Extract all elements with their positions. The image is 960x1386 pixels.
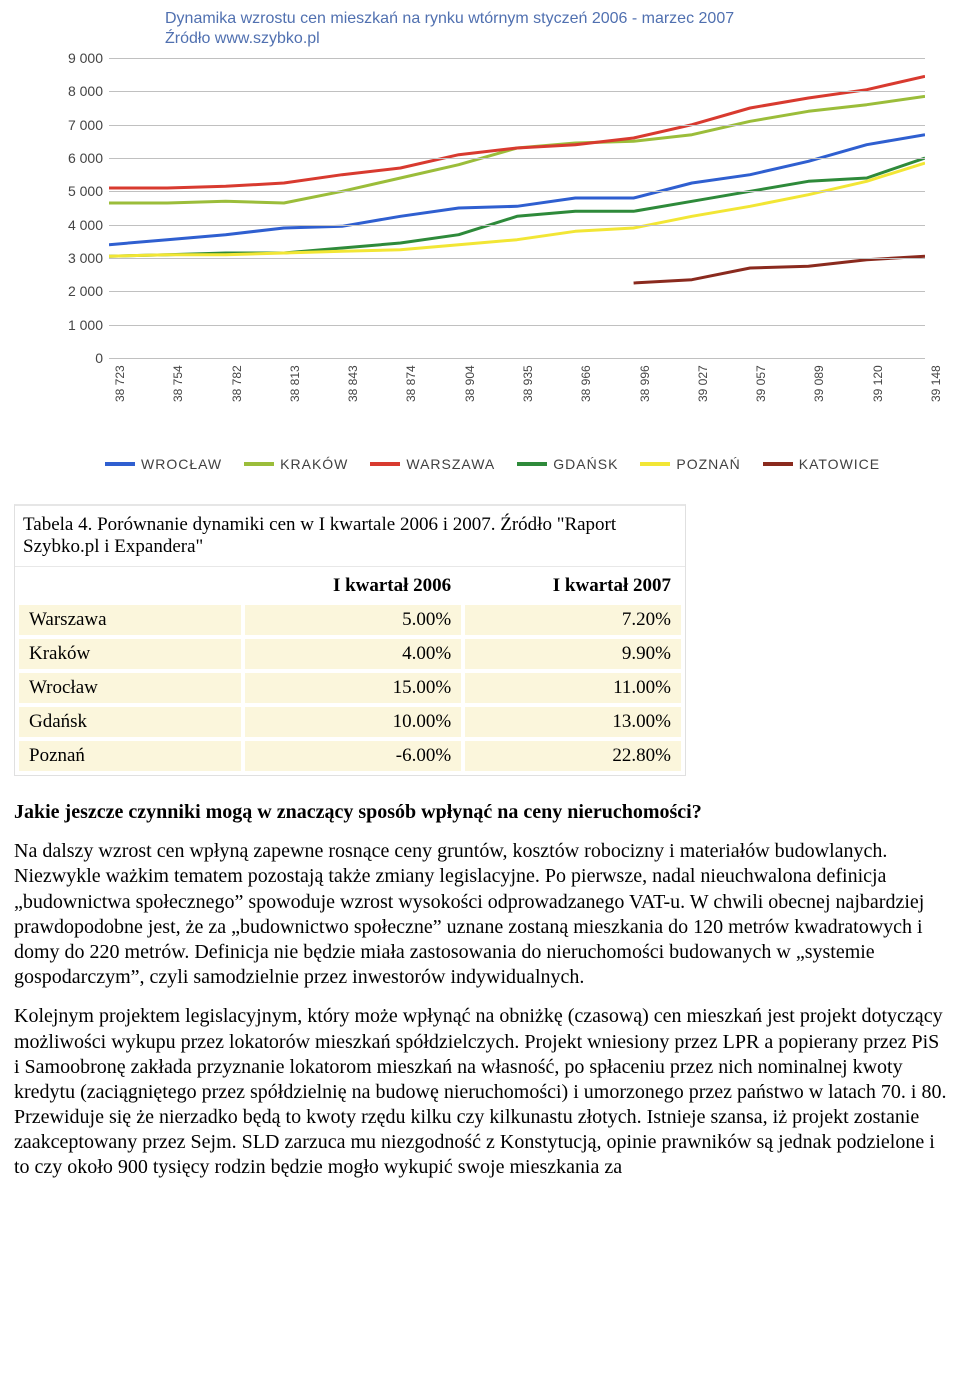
series-line — [109, 76, 925, 188]
chart-xlabel: 39 057 — [754, 365, 768, 402]
chart-xlabel: 39 148 — [929, 365, 943, 402]
legend-label: POZNAŃ — [676, 456, 740, 472]
chart-gridline — [109, 91, 925, 92]
table-row: Poznań-6.00%22.80% — [19, 741, 681, 771]
table-header-cell: I kwartał 2007 — [465, 571, 681, 601]
table-cell: 9.90% — [465, 639, 681, 669]
legend-item: POZNAŃ — [640, 456, 740, 472]
table-cell: Gdańsk — [19, 707, 241, 737]
table-cell: Poznań — [19, 741, 241, 771]
chart-xlabel: 38 966 — [579, 365, 593, 402]
section-heading: Jakie jeszcze czynniki mogą w znaczący s… — [14, 800, 948, 825]
chart-plot — [109, 58, 925, 358]
chart-xlabel: 38 782 — [230, 365, 244, 402]
chart-xlabel: 38 935 — [521, 365, 535, 402]
chart-gridline — [109, 325, 925, 326]
chart-xaxis: 38 72338 75438 78238 81338 84338 87438 9… — [109, 358, 925, 398]
table-cell: 7.20% — [465, 605, 681, 635]
comparison-table: I kwartał 2006I kwartał 2007 Warszawa5.0… — [15, 567, 685, 775]
chart-gridline — [109, 358, 925, 359]
table-cell: -6.00% — [245, 741, 461, 771]
legend-swatch — [640, 462, 670, 466]
chart-block: Dynamika wzrostu cen mieszkań na rynku w… — [15, 0, 945, 490]
chart-ylabel: 5 000 — [45, 183, 103, 199]
legend-item: KATOWICE — [763, 456, 880, 472]
table-cell: Wrocław — [19, 673, 241, 703]
legend-label: WROCŁAW — [141, 456, 222, 472]
chart-ylabel: 1 000 — [45, 317, 103, 333]
table-cell: Warszawa — [19, 605, 241, 635]
table-cell: 11.00% — [465, 673, 681, 703]
series-line — [109, 135, 925, 245]
table-row: Kraków4.00%9.90% — [19, 639, 681, 669]
chart-ylabel: 0 — [45, 350, 103, 366]
chart-source: Źródło www.szybko.pl — [165, 30, 945, 48]
legend-item: KRAKÓW — [244, 456, 348, 472]
legend-swatch — [244, 462, 274, 466]
chart-xlabel: 38 754 — [171, 365, 185, 402]
chart-title: Dynamika wzrostu cen mieszkań na rynku w… — [165, 10, 945, 28]
chart-xlabel: 38 843 — [346, 365, 360, 402]
chart-ylabel: 7 000 — [45, 117, 103, 133]
chart-legend: WROCŁAW KRAKÓW WARSZAWA GDAŃSK POZNAŃ KATOWIC… — [105, 456, 945, 472]
legend-item: WARSZAWA — [370, 456, 495, 472]
table-row: Wrocław15.00%11.00% — [19, 673, 681, 703]
table-cell: 5.00% — [245, 605, 461, 635]
chart-xlabel: 38 904 — [463, 365, 477, 402]
chart-gridline — [109, 58, 925, 59]
table-row: Gdańsk10.00%13.00% — [19, 707, 681, 737]
legend-label: KRAKÓW — [280, 456, 348, 472]
table-header-cell — [19, 571, 241, 601]
chart-gridline — [109, 291, 925, 292]
table-cell: 22.80% — [465, 741, 681, 771]
chart-gridline — [109, 158, 925, 159]
chart-area: 38 72338 75438 78238 81338 84338 87438 9… — [45, 58, 925, 398]
chart-xlabel: 38 874 — [404, 365, 418, 402]
chart-gridline — [109, 225, 925, 226]
table-cell: Kraków — [19, 639, 241, 669]
table-block: Tabela 4. Porównanie dynamiki cen w I kw… — [14, 504, 686, 776]
table-cell: 4.00% — [245, 639, 461, 669]
chart-xlabel: 39 120 — [871, 365, 885, 402]
chart-xlabel: 38 723 — [113, 365, 127, 402]
legend-swatch — [517, 462, 547, 466]
chart-ylabel: 6 000 — [45, 150, 103, 166]
chart-ylabel: 8 000 — [45, 83, 103, 99]
series-line — [109, 163, 925, 256]
chart-gridline — [109, 125, 925, 126]
paragraph-1: Na dalszy wzrost cen wpłyną zapewne rosn… — [14, 839, 948, 990]
chart-ylabel: 4 000 — [45, 217, 103, 233]
table-header-cell: I kwartał 2006 — [245, 571, 461, 601]
table-caption: Tabela 4. Porównanie dynamiki cen w I kw… — [15, 506, 685, 567]
table-cell: 10.00% — [245, 707, 461, 737]
chart-ylabel: 9 000 — [45, 50, 103, 66]
legend-swatch — [370, 462, 400, 466]
legend-item: GDAŃSK — [517, 456, 618, 472]
chart-gridline — [109, 258, 925, 259]
table-body: Warszawa5.00%7.20% Kraków4.00%9.90% Wrocła… — [19, 605, 681, 771]
table-cell: 15.00% — [245, 673, 461, 703]
table-header-row: I kwartał 2006I kwartał 2007 — [19, 571, 681, 601]
legend-item: WROCŁAW — [105, 456, 222, 472]
chart-xlabel: 39 027 — [696, 365, 710, 402]
chart-ylabel: 2 000 — [45, 283, 103, 299]
legend-swatch — [763, 462, 793, 466]
chart-gridline — [109, 191, 925, 192]
table-cell: 13.00% — [465, 707, 681, 737]
legend-label: KATOWICE — [799, 456, 880, 472]
chart-xlabel: 39 089 — [812, 365, 826, 402]
table-row: Warszawa5.00%7.20% — [19, 605, 681, 635]
series-line — [634, 256, 925, 283]
chart-svg — [109, 58, 925, 358]
chart-ylabel: 3 000 — [45, 250, 103, 266]
legend-label: WARSZAWA — [406, 456, 495, 472]
chart-xlabel: 38 996 — [638, 365, 652, 402]
legend-label: GDAŃSK — [553, 456, 618, 472]
chart-xlabel: 38 813 — [288, 365, 302, 402]
paragraph-2: Kolejnym projektem legislacyjnym, który … — [14, 1004, 948, 1180]
legend-swatch — [105, 462, 135, 466]
